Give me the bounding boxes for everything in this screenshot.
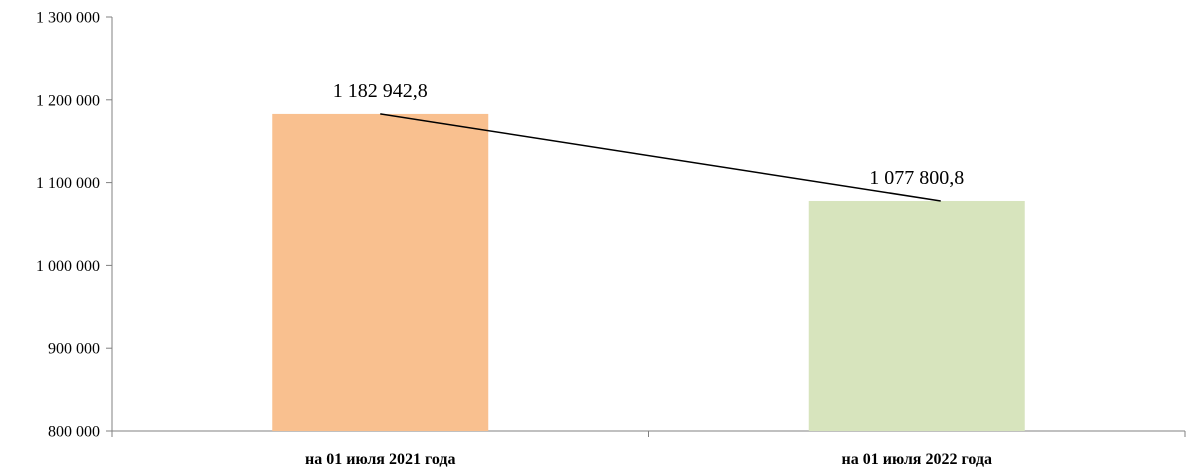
y-tick-label: 1 000 000 [36,258,100,275]
x-axis: на 01 июля 2021 года на 01 июля 2022 года [305,451,992,468]
y-tick-label: 900 000 [48,341,100,358]
data-labels: 1 182 942,8 1 077 800,8 [333,80,965,189]
y-tick-label: 1 100 000 [36,175,100,192]
connector-line [380,113,941,202]
bars [272,113,1025,431]
x-axis-ticks [111,431,1186,437]
data-label: 1 077 800,8 [869,167,964,189]
bar [272,113,489,431]
y-axis: 800 000 900 000 1 000 000 1 100 000 1 200 00… [36,10,112,441]
data-label: 1 182 942,8 [333,80,428,102]
y-tick-label: 1 300 000 [36,10,100,27]
y-tick-label: 800 000 [48,424,100,441]
x-category-label: на 01 июля 2021 года [305,451,455,468]
bar [808,200,1025,431]
y-tick-label: 1 200 000 [36,92,100,109]
x-category-label: на 01 июля 2022 года [842,451,992,468]
